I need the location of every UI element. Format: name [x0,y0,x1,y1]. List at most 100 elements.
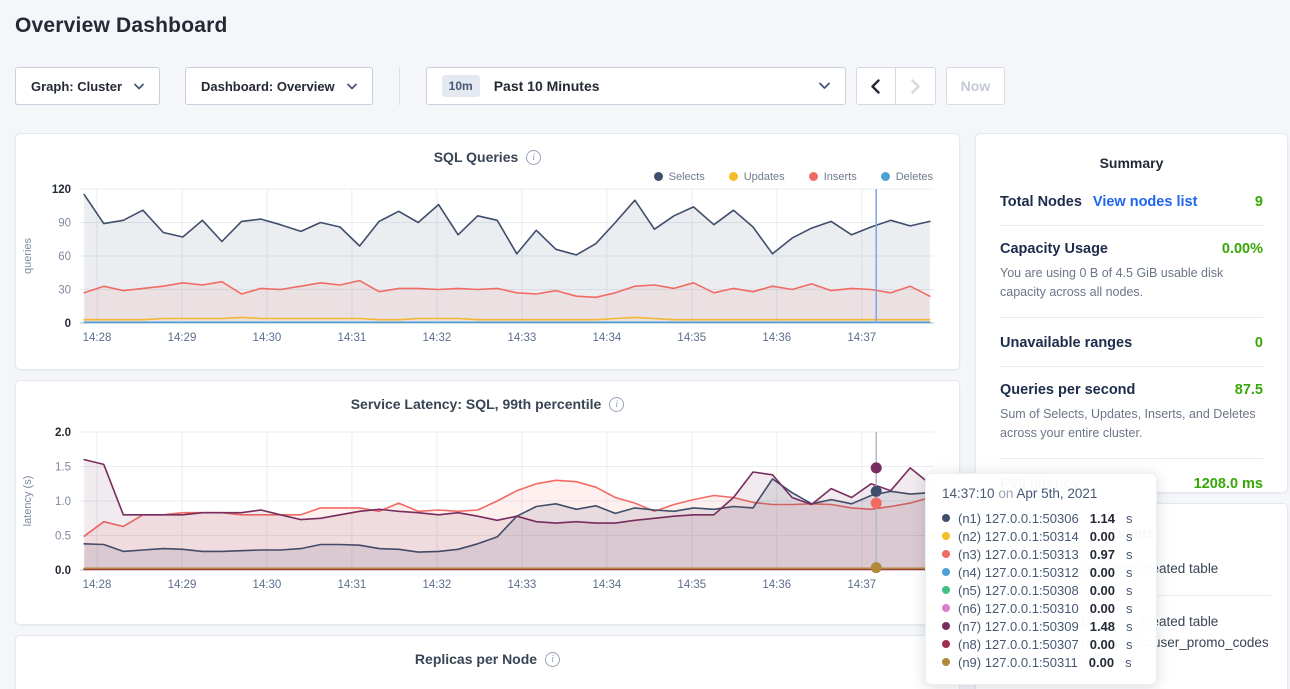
total-nodes-value: 9 [1254,194,1263,210]
svg-text:14:28: 14:28 [83,579,112,591]
tooltip-on: on [994,486,1017,501]
qps-description: Sum of Selects, Updates, Inserts, and De… [1000,406,1256,441]
svg-text:14:29: 14:29 [168,579,197,591]
svg-text:2.0: 2.0 [55,427,71,439]
node-address: (n9) 127.0.0.1:50311 [958,654,1078,670]
service-latency-panel: Service Latency: SQL, 99th percentile i … [15,380,960,625]
unavailable-ranges-value: 0 [1254,334,1263,351]
chevron-down-icon [134,83,144,89]
dashboard-dropdown-label: Dashboard: Overview [201,78,335,94]
next-time-button[interactable] [895,67,936,105]
node-latency-value: 1.48 [1089,618,1116,634]
summary-panel: Summary Total Nodes View nodes list 9 Ca… [975,133,1288,493]
node-color-dot-icon [942,586,950,594]
qps-value: 87.5 [1234,381,1263,398]
chart-title: Replicas per Node [414,651,538,667]
tooltip-node-row: (n7) 127.0.0.1:50309 1.48 s [942,617,1140,635]
node-address: (n8) 127.0.0.1:50307 [958,636,1079,652]
legend-dot-icon [728,172,738,181]
node-color-dot-icon [942,622,950,630]
info-icon[interactable]: i [545,651,561,667]
node-color-dot-icon [942,514,950,522]
node-latency-unit: s [1125,654,1132,670]
node-latency-value: 0.00 [1089,582,1116,598]
legend-item[interactable]: Selects [653,170,705,183]
sql-queries-panel: SQL Queries i Selects Updates Inserts Delet… [15,133,960,370]
tooltip-time: 14:37:10 [942,486,995,501]
legend-item[interactable]: Deletes [880,170,933,183]
svg-text:14:30: 14:30 [253,332,282,344]
time-range-badge: 10m [441,75,480,97]
prev-time-button[interactable] [855,67,896,105]
svg-text:14:33: 14:33 [507,579,536,591]
tooltip-node-row: (n6) 127.0.0.1:50310 0.00 s [942,599,1140,617]
chevron-left-icon [871,78,880,94]
svg-text:14:30: 14:30 [253,579,282,591]
svg-text:14:31: 14:31 [338,579,367,591]
node-latency-unit: s [1126,528,1133,544]
legend-item[interactable]: Updates [728,170,785,183]
capacity-description: You are using 0 B of 4.5 GiB usable disk… [1000,266,1224,300]
svg-text:0.0: 0.0 [55,565,71,577]
node-latency-value: 0.00 [1089,600,1116,616]
summary-row-qps: Queries per second 87.5 Sum of Selects, … [1000,367,1263,459]
svg-text:14:37: 14:37 [847,332,876,344]
tooltip-timestamp: 14:37:10 on Apr 5th, 2021 [942,486,1140,501]
svg-text:1.5: 1.5 [55,462,71,474]
svg-text:14:37: 14:37 [847,579,876,591]
svg-text:14:33: 14:33 [507,332,536,344]
service-latency-chart[interactable]: 0.0 0.5 1.0 1.5 2.0 14:28 14:29 14:30 14:31 14:32… [16,420,957,605]
legend-label: Inserts [823,170,857,183]
controls-divider [398,67,400,105]
svg-text:120: 120 [52,184,71,196]
svg-text:latency (s): latency (s) [22,476,34,527]
node-address: (n2) 127.0.0.1:50314 [958,528,1079,544]
node-latency-value: 0.97 [1089,546,1116,562]
charts-column: SQL Queries i Selects Updates Inserts Delet… [15,133,960,689]
p99-latency-value: 1208.0 ms [1193,475,1263,492]
node-color-dot-icon [942,640,950,648]
node-latency-unit: s [1126,546,1133,562]
node-color-dot-icon [942,568,950,576]
tooltip-date: Apr 5th, 2021 [1016,486,1098,501]
node-latency-value: 0.00 [1088,654,1115,670]
node-latency-unit: s [1126,618,1133,634]
time-range-dropdown[interactable]: 10m Past 10 Minutes [425,67,846,105]
svg-text:queries: queries [22,237,34,274]
svg-text:14:36: 14:36 [762,579,791,591]
unavailable-ranges-label: Unavailable ranges [1000,334,1133,351]
svg-text:14:35: 14:35 [677,579,706,591]
chevron-down-icon [818,82,830,89]
legend-dot-icon [808,172,818,181]
svg-text:14:28: 14:28 [83,332,112,344]
node-address: (n1) 127.0.0.1:50306 [958,510,1079,526]
svg-text:14:31: 14:31 [338,332,367,344]
now-button[interactable]: Now [945,67,1006,105]
node-latency-unit: s [1126,564,1133,580]
node-latency-unit: s [1126,636,1133,652]
node-color-dot-icon [942,658,950,666]
svg-text:14:36: 14:36 [762,332,791,344]
legend-label: Deletes [895,170,933,183]
node-color-dot-icon [942,532,950,540]
chart-tooltip: 14:37:10 on Apr 5th, 2021 (n1) 127.0.0.1… [925,473,1157,685]
view-nodes-link[interactable]: View nodes list [1092,194,1198,210]
qps-label: Queries per second [1000,381,1136,398]
replicas-per-node-panel: Replicas per Node i [15,635,960,689]
svg-text:14:32: 14:32 [423,579,452,591]
node-latency-unit: s [1126,510,1133,526]
node-address: (n4) 127.0.0.1:50312 [958,564,1079,580]
capacity-value: 0.00% [1221,241,1263,257]
dashboard-controls: Graph: Cluster Dashboard: Overview 10m P… [15,67,1006,105]
graph-scope-dropdown[interactable]: Graph: Cluster [15,67,161,105]
node-address: (n5) 127.0.0.1:50308 [958,582,1079,598]
info-icon[interactable]: i [609,396,625,412]
svg-text:14:35: 14:35 [677,332,706,344]
tooltip-node-rows: (n1) 127.0.0.1:50306 1.14 s (n2) 127.0.0.1:… [942,509,1140,671]
dashboard-dropdown[interactable]: Dashboard: Overview [185,67,373,105]
total-nodes-label: Total Nodes [1000,194,1082,210]
info-icon[interactable]: i [526,149,542,165]
legend-item[interactable]: Inserts [808,170,857,183]
sql-queries-chart[interactable]: 0 30 60 90 120 14:28 14:29 14:30 14:31 14:32 14:33… [16,183,957,351]
